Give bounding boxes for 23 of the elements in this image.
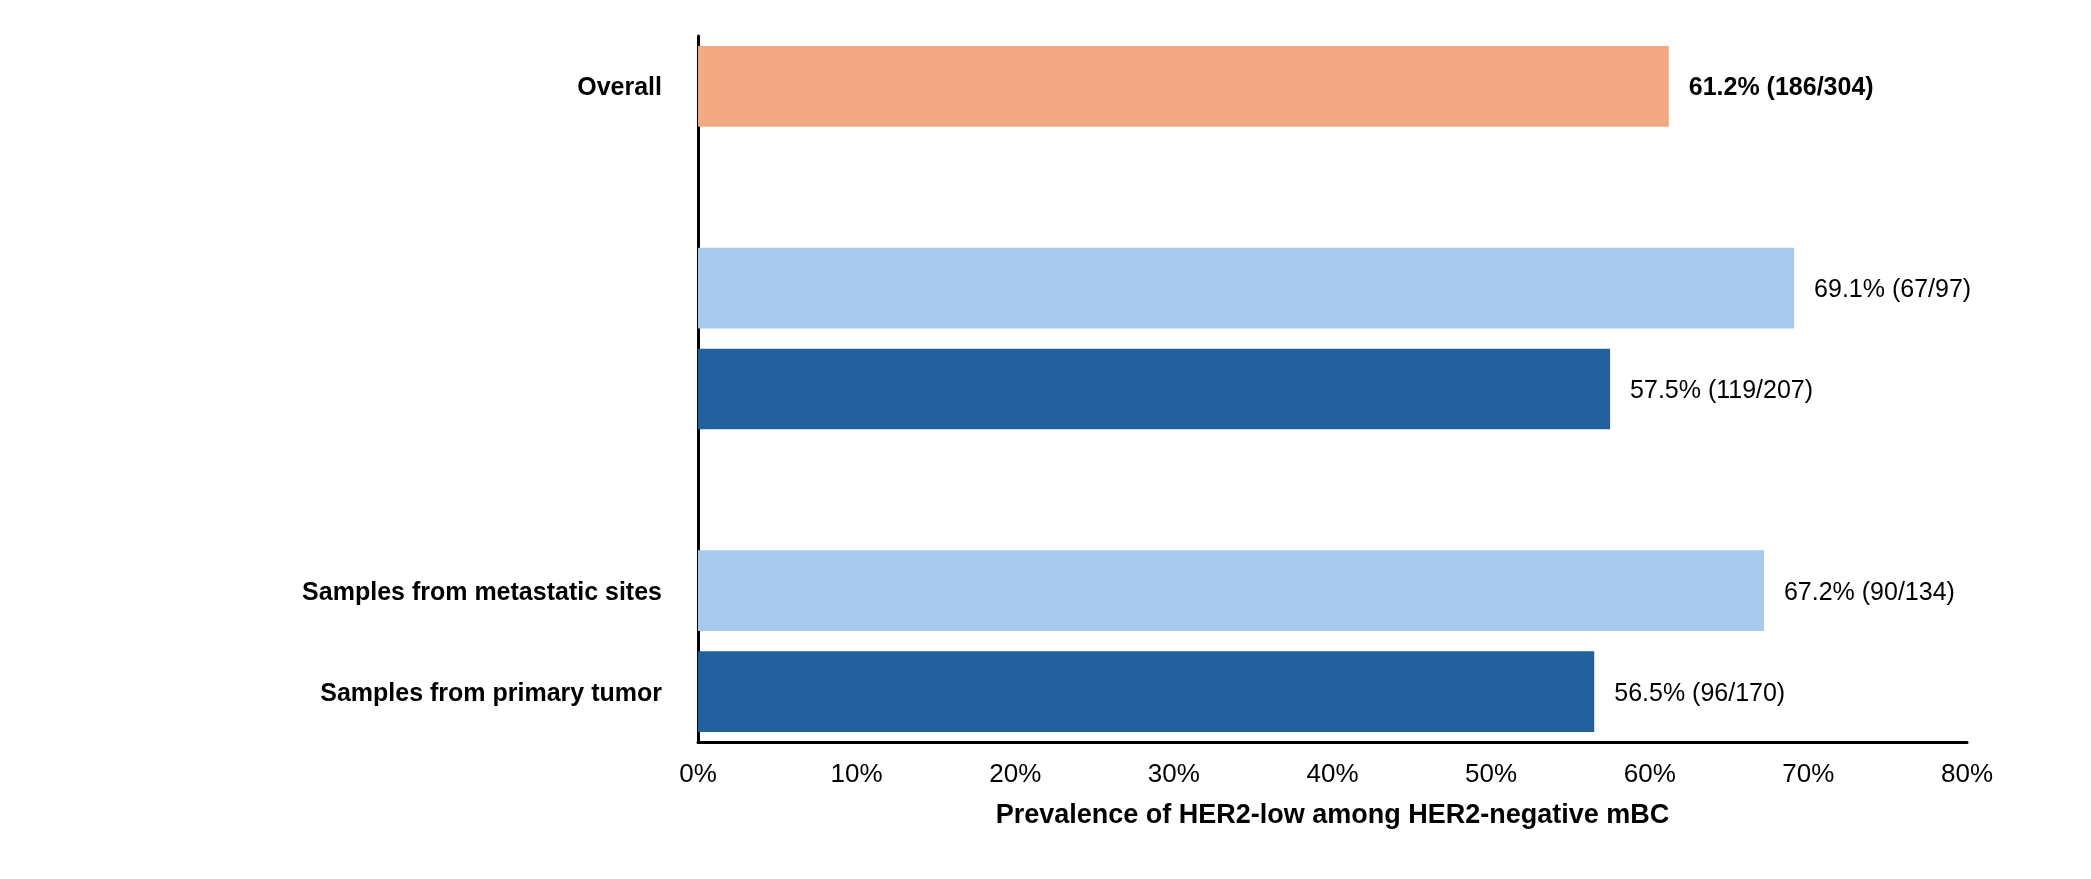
bar — [698, 550, 1764, 632]
bar — [698, 46, 1669, 127]
x-tick-label: 80% — [1940, 758, 1994, 788]
data-label: 57.5% (119/207) — [1630, 375, 1814, 403]
bar — [698, 348, 1611, 430]
x-tick-label: 40% — [1306, 758, 1359, 788]
x-tick-label: 50% — [1465, 758, 1518, 788]
y-tick-label: Samples from metastatic sites — [302, 576, 662, 605]
y-tick-label: Overall — [577, 72, 662, 101]
bar — [698, 651, 1595, 732]
data-label: 69.1% (67/97) — [1814, 274, 1972, 303]
x-tick-label: 20% — [989, 758, 1042, 788]
x-tick-label: 0% — [679, 758, 717, 788]
data-label: 61.2% (186/304) — [1688, 72, 1874, 101]
x-tick-label: 60% — [1623, 758, 1676, 788]
x-tick-label: 30% — [1147, 758, 1200, 788]
bar — [698, 247, 1795, 329]
x-tick-label: 70% — [1782, 758, 1835, 788]
y-tick-label: Samples from primary tumor — [320, 677, 663, 706]
data-label: 56.5% (96/170) — [1614, 677, 1786, 706]
data-label: 67.2% (90/134) — [1783, 576, 1955, 605]
x-tick-label: 10% — [830, 758, 883, 788]
x-axis-title: Prevalence of HER2-low among HER2-negative mBC — [995, 798, 1670, 829]
